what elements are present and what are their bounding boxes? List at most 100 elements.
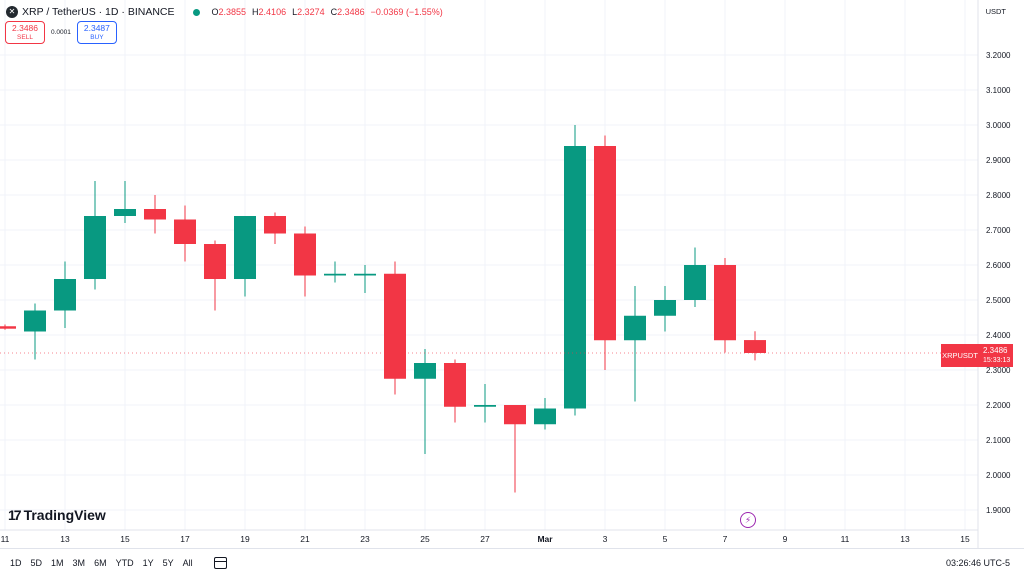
buy-price: 2.3487 xyxy=(83,22,110,33)
bar-countdown: 15:33:13 xyxy=(983,356,1011,364)
ohlc-readout: O2.3855 H2.4106 L2.3274 C2.3486 −0.0369 … xyxy=(211,7,443,17)
price-tick-label: 2.0000 xyxy=(986,471,1011,480)
market-status-dot-icon xyxy=(192,8,200,16)
candle-body xyxy=(114,209,136,216)
currency-selector[interactable]: USDT xyxy=(985,7,1006,16)
xrp-logo-icon: ✕ xyxy=(6,6,18,18)
time-tick-label: 17 xyxy=(180,534,190,544)
candle-body xyxy=(204,244,226,279)
time-tick-label: 19 xyxy=(240,534,250,544)
candle-body xyxy=(384,273,406,379)
time-tick-label: 15 xyxy=(960,534,970,544)
range-ytd-button[interactable]: YTD xyxy=(115,557,134,568)
utc-clock[interactable]: 03:26:46 UTC-5 xyxy=(945,558,1010,568)
price-axis[interactable]: 1.9000 2.0000 2.1000 2.2000 2.3000 2.4000 2.50… xyxy=(977,0,1011,548)
last-price-symbol: XRPUSDT xyxy=(942,351,978,360)
symbol-header: ✕ XRP / TetherUS · 1D · BINANCE O2.3855 … xyxy=(6,4,443,20)
time-tick-label: 15 xyxy=(120,534,130,544)
candle-body xyxy=(144,209,166,220)
time-tick-label: 21 xyxy=(300,534,310,544)
candle-body xyxy=(294,233,316,276)
range-3m-button[interactable]: 3M xyxy=(72,557,86,568)
time-tick-label: 27 xyxy=(480,534,490,544)
sell-label: SELL xyxy=(17,33,33,41)
candle-body xyxy=(54,279,76,311)
time-tick-label: 7 xyxy=(723,534,728,544)
price-tick-label: 2.1000 xyxy=(986,436,1011,445)
spread-value: 0.0001 xyxy=(51,29,71,36)
candle-body xyxy=(0,326,16,329)
price-tick-label: 2.7000 xyxy=(986,226,1011,235)
time-tick-label: 11 xyxy=(1,534,10,544)
time-tick-label: 9 xyxy=(783,534,788,544)
time-tick-label: 11 xyxy=(841,534,850,544)
range-6m-button[interactable]: 6M xyxy=(94,557,107,568)
range-5d-button[interactable]: 5D xyxy=(30,557,43,568)
candle-body xyxy=(354,273,376,276)
candle-body xyxy=(624,315,646,341)
price-tick-label: 2.3000 xyxy=(986,366,1011,375)
candle-body xyxy=(264,216,286,234)
bottom-toolbar: 1D 5D 1M 3M 6M YTD 1Y 5Y All 03:26:46 UT… xyxy=(0,548,1024,576)
candle-body xyxy=(24,310,46,332)
candle-body xyxy=(174,219,196,244)
candle-body xyxy=(654,300,676,316)
time-tick-label: 25 xyxy=(420,534,430,544)
candle-body xyxy=(594,146,616,341)
close-value: 2.3486 xyxy=(337,7,365,17)
candle-body xyxy=(234,216,256,279)
time-tick-label: Mar xyxy=(537,534,553,544)
trade-panel: 2.3486 SELL 0.0001 2.3487 BUY xyxy=(5,21,117,44)
price-tick-label: 3.1000 xyxy=(986,86,1011,95)
candle-body xyxy=(744,340,766,353)
price-tick-label: 3.0000 xyxy=(986,121,1011,130)
candle-body xyxy=(444,363,466,407)
candlestick-chart[interactable]: 1.9000 2.0000 2.1000 2.2000 2.3000 2.4000 2.50… xyxy=(0,0,1024,548)
range-1y-button[interactable]: 1Y xyxy=(142,557,154,568)
range-5y-button[interactable]: 5Y xyxy=(162,557,174,568)
price-tick-label: 2.4000 xyxy=(986,331,1011,340)
buy-label: BUY xyxy=(90,33,104,41)
price-tick-label: 2.5000 xyxy=(986,296,1011,305)
range-all-button[interactable]: All xyxy=(182,557,193,568)
price-tick-label: 2.8000 xyxy=(986,191,1011,200)
change-value: −0.0369 (−1.55%) xyxy=(370,7,443,17)
high-value: 2.4106 xyxy=(258,7,287,17)
sell-button[interactable]: 2.3486 SELL xyxy=(5,21,45,44)
lightning-icon[interactable]: ⚡ xyxy=(740,512,756,528)
time-tick-label: 5 xyxy=(663,534,668,544)
price-tick-label: 2.9000 xyxy=(986,156,1011,165)
price-tick-label: 2.6000 xyxy=(986,261,1011,270)
tradingview-wordmark: TradingView xyxy=(23,507,106,523)
time-tick-label: 23 xyxy=(360,534,370,544)
candle-body xyxy=(684,265,706,300)
chart-grid xyxy=(0,0,978,530)
price-tick-label: 1.9000 xyxy=(986,506,1011,515)
time-tick-label: 13 xyxy=(900,534,910,544)
tradingview-logo[interactable]: 17 TradingView xyxy=(8,507,106,523)
low-value: 2.3274 xyxy=(297,7,325,17)
last-price-value: 2.3486 xyxy=(983,345,1008,355)
candle-body xyxy=(324,273,346,276)
open-value: 2.3855 xyxy=(218,7,247,17)
candles xyxy=(0,125,978,493)
candle-body xyxy=(504,405,526,425)
candle-body xyxy=(714,265,736,341)
time-tick-label: 3 xyxy=(603,534,608,544)
range-1m-button[interactable]: 1M xyxy=(51,557,64,568)
candle-body xyxy=(414,363,436,379)
candle-body xyxy=(474,405,496,407)
sell-price: 2.3486 xyxy=(12,22,38,33)
candle-body xyxy=(534,408,556,425)
time-axis[interactable]: 11 13 15 17 19 21 23 25 27 Mar 3 5 7 9 11 13 15 xyxy=(0,529,978,544)
range-1d-button[interactable]: 1D xyxy=(10,557,22,568)
price-tick-label: 3.2000 xyxy=(986,51,1011,60)
candle-body xyxy=(84,216,106,279)
symbol-title[interactable]: XRP / TetherUS · 1D · BINANCE xyxy=(22,6,175,18)
time-tick-label: 13 xyxy=(60,534,70,544)
tradingview-mark-icon: 17 xyxy=(8,507,22,523)
buy-button[interactable]: 2.3487 BUY xyxy=(76,21,117,44)
price-tick-label: 2.2000 xyxy=(986,401,1011,410)
calendar-icon[interactable] xyxy=(213,556,227,569)
candle-body xyxy=(564,146,586,409)
